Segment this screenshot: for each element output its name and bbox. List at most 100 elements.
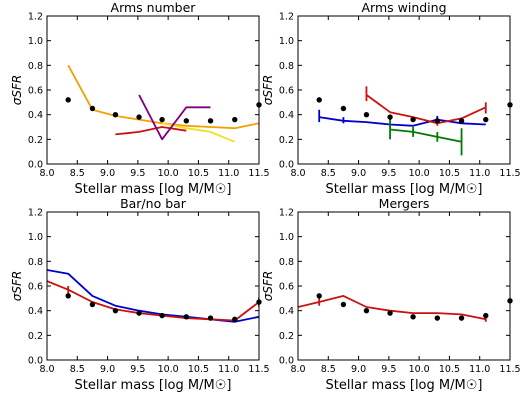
scatter-point (483, 116, 489, 123)
x-tick-label: 9.5 (130, 168, 145, 179)
panel-2: Arms winding 8.0 8.5 9.0 9.5 10.0 10.5 11.0 11.5… (261, 0, 520, 197)
scatter-point (410, 314, 416, 320)
scatter-point (65, 293, 71, 299)
series-line (115, 126, 187, 136)
y-tick-label: 0.8 (28, 257, 43, 268)
y-tick-label: 0.2 (28, 331, 43, 342)
y-tick-label: 1.2 (28, 12, 43, 23)
y-axis-label: σSFR (261, 75, 275, 105)
x-tick-label: 9.5 (381, 168, 396, 179)
plot-frame (46, 211, 260, 361)
panel-title: Arms winding (361, 0, 446, 15)
scatter-point (112, 307, 119, 314)
x-tick-label: 8.0 (39, 168, 54, 179)
scatter-point (159, 116, 165, 123)
x-axis-label: Stellar mass [log M/M☉] (326, 378, 483, 393)
y-tick-label: 0.0 (279, 356, 294, 367)
scatter-point (183, 118, 190, 124)
y-tick-label: 1.0 (279, 232, 294, 243)
x-tick-label: 9.0 (100, 364, 115, 375)
y-tick-label: 1.0 (28, 36, 43, 47)
series-line (365, 94, 487, 125)
y-axis-label: σSFR (261, 271, 275, 301)
y-tick-label: 1.2 (28, 208, 43, 219)
x-tick-label: 10.5 (188, 168, 209, 179)
panel-title: Mergers (379, 196, 430, 211)
scatter-point (183, 314, 190, 320)
x-tick-label: 8.0 (39, 364, 54, 375)
y-tick-label: 1.2 (279, 208, 294, 219)
scatter-point (136, 114, 142, 120)
x-tick-label: 11.5 (248, 364, 269, 375)
y-tick-label: 0.2 (28, 135, 43, 146)
x-tick-label: 10.5 (188, 364, 209, 375)
x-axis-label: Stellar mass [log M/M☉] (326, 182, 483, 197)
x-tick-label: 11.0 (218, 168, 239, 179)
plot-frame (297, 211, 511, 361)
scatter-point (410, 116, 416, 123)
series-line (298, 294, 486, 321)
x-axis-label: Stellar mass [log M/M☉] (75, 182, 232, 197)
y-tick-label: 0.2 (279, 331, 294, 342)
plot-area (298, 294, 487, 322)
x-tick-label: 10.0 (158, 168, 179, 179)
x-tick-label: 11.0 (469, 364, 490, 375)
panel-title: Arms number (111, 0, 197, 15)
series-line (161, 122, 236, 143)
series-line (390, 128, 462, 143)
scatter-point (434, 118, 441, 124)
plot-area (67, 64, 259, 143)
x-tick-label: 8.5 (321, 168, 336, 179)
plot-frame (297, 15, 511, 165)
y-tick-label: 0.0 (28, 160, 43, 171)
y-tick-label: 0.4 (28, 110, 43, 121)
series-line (138, 94, 211, 141)
y-tick-label: 1.2 (279, 12, 294, 23)
y-tick-label: 0.6 (28, 86, 43, 97)
x-tick-label: 10.0 (158, 364, 179, 375)
scatter-point (89, 105, 96, 112)
scatter-point (232, 116, 238, 123)
scatter-point (340, 301, 347, 308)
scatter-point (112, 111, 119, 118)
x-tick-label: 9.5 (130, 364, 145, 375)
x-tick-label: 8.5 (70, 364, 85, 375)
scatter-point (458, 118, 465, 124)
x-tick-label: 8.5 (70, 168, 85, 179)
series-line (47, 280, 259, 322)
plot-frame (46, 15, 260, 165)
y-tick-label: 0.0 (28, 356, 43, 367)
x-axis-label: Stellar mass [log M/M☉] (75, 378, 232, 393)
scatter-point (316, 293, 322, 299)
x-tick-label: 8.0 (290, 364, 305, 375)
y-tick-label: 0.2 (279, 135, 294, 146)
y-tick-label: 0.4 (28, 306, 43, 317)
scatter-point (65, 97, 71, 103)
y-tick-label: 0.8 (279, 257, 294, 268)
x-tick-label: 9.0 (351, 168, 366, 179)
y-axis-label: σSFR (10, 271, 24, 301)
y-tick-label: 0.6 (279, 282, 294, 293)
panel-title: Bar/no bar (120, 196, 187, 211)
y-tick-label: 0.6 (28, 282, 43, 293)
x-tick-label: 11.5 (499, 364, 520, 375)
y-tick-label: 1.0 (279, 36, 294, 47)
y-tick-label: 0.4 (279, 306, 294, 317)
scatter-point (207, 315, 214, 321)
x-tick-label: 10.5 (439, 168, 460, 179)
series-line (319, 116, 486, 127)
panel-1: Arms number 8.0 8.5 9.0 9.5 10.0 10.5 11.0 11.5 0… (10, 0, 270, 197)
y-axis-label: σSFR (10, 75, 24, 105)
scatter-point (363, 307, 370, 314)
x-tick-label: 10.0 (409, 364, 430, 375)
scatter-point (89, 301, 96, 308)
panel-3: Bar/no bar 8.0 8.5 9.0 9.5 10.0 10.5 11.0 11.5 0.… (10, 196, 270, 393)
plot-area (47, 269, 259, 323)
scatter-point (136, 310, 142, 316)
plot-area (318, 86, 487, 156)
scatter-point (434, 315, 441, 321)
x-tick-label: 9.5 (381, 364, 396, 375)
y-tick-label: 0.8 (279, 61, 294, 72)
x-tick-label: 11.0 (469, 168, 490, 179)
